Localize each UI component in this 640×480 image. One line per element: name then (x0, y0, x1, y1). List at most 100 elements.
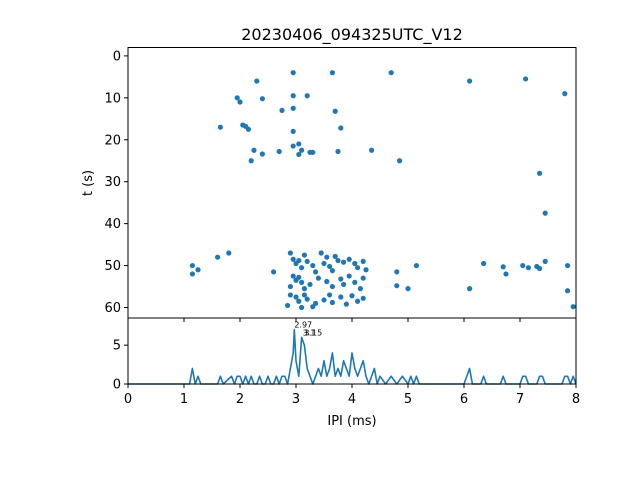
raster-point (332, 253, 338, 259)
raster-point (324, 254, 330, 260)
raster-point (523, 76, 529, 82)
raster-y-tick-label: 20 (104, 133, 121, 148)
histogram-peak-label: 3.15 (304, 328, 322, 337)
raster-y-tick-label: 0 (113, 49, 121, 64)
raster-point (296, 298, 302, 304)
histogram-line (128, 328, 577, 385)
raster-point (290, 143, 296, 149)
raster-point (259, 96, 265, 102)
raster-point (565, 288, 571, 294)
raster-point (352, 260, 358, 267)
histogram-peak-label: 3.1 (303, 328, 316, 337)
raster-point (290, 128, 296, 134)
histogram-x-tick-label: 3 (292, 392, 300, 407)
raster-point (310, 262, 316, 269)
raster-point (259, 151, 265, 157)
raster-point (327, 263, 333, 270)
raster-point (234, 95, 240, 101)
raster-point (315, 275, 321, 281)
raster-y-tick-label: 10 (104, 91, 121, 106)
raster-point (338, 276, 344, 282)
raster-point (405, 286, 411, 292)
histogram-x-tick-label: 4 (348, 392, 356, 407)
raster-panel: 0 10 20 30 40 50 60 t (s) (81, 47, 577, 322)
raster-point (245, 126, 251, 132)
raster-point (562, 91, 568, 97)
raster-point (189, 262, 195, 269)
raster-point (341, 259, 347, 265)
raster-point (296, 274, 302, 280)
raster-point (310, 304, 316, 310)
histogram-y-tick-label: 0 (113, 378, 121, 393)
raster-point (254, 78, 260, 84)
raster-point (321, 297, 327, 303)
histogram-peak-labels: 2.973.153.1 (294, 321, 322, 338)
raster-point (301, 252, 307, 258)
raster-point (321, 260, 327, 267)
raster-point (301, 292, 307, 298)
raster-point (360, 258, 366, 264)
raster-point (299, 304, 305, 311)
raster-points (189, 70, 576, 311)
raster-point (215, 254, 221, 260)
raster-point (363, 267, 369, 273)
raster-point (369, 147, 375, 153)
raster-point (542, 258, 548, 264)
raster-point (413, 262, 419, 269)
raster-point (287, 250, 293, 256)
chart-title: 20230406_094325UTC_V12 (241, 25, 463, 45)
raster-point (388, 70, 394, 76)
histogram-y-axis-ticks: 05 (113, 339, 128, 393)
raster-point (217, 124, 223, 130)
raster-point (338, 125, 344, 131)
raster-point (293, 260, 299, 267)
raster-point (338, 294, 344, 300)
raster-y-tick-label: 30 (104, 175, 121, 190)
raster-point (500, 264, 506, 270)
histogram-peak-label: 2.97 (294, 321, 312, 330)
raster-point (355, 298, 361, 304)
raster-point (279, 107, 285, 114)
raster-point (329, 268, 335, 274)
raster-point (349, 293, 355, 299)
raster-y-axis-ticks: 0 10 20 30 40 50 60 (104, 49, 128, 316)
raster-point (329, 299, 335, 306)
raster-point (290, 273, 296, 279)
histogram-x-axis-ticks: 0 1 2 3 4 5 6 7 8 (124, 384, 580, 407)
raster-point (324, 278, 330, 285)
raster-point (304, 93, 310, 99)
raster-point (318, 250, 324, 256)
raster-point (537, 170, 543, 176)
raster-point (525, 265, 532, 271)
raster-y-axis-label: t (s) (81, 170, 96, 196)
histogram-x-tick-label: 5 (404, 392, 412, 407)
raster-point (313, 269, 319, 275)
raster-point (542, 210, 548, 216)
raster-point (299, 147, 305, 153)
raster-point (189, 271, 195, 277)
raster-point (565, 262, 571, 269)
raster-point (343, 301, 349, 307)
histogram-plot-frame (127, 317, 577, 385)
raster-point (290, 105, 296, 111)
raster-point (310, 149, 316, 155)
raster-point (503, 271, 509, 277)
raster-point (290, 256, 296, 262)
raster-point (271, 269, 277, 275)
raster-point (355, 265, 361, 271)
raster-point (276, 148, 282, 155)
raster-point (570, 304, 576, 310)
raster-point (195, 267, 201, 273)
raster-point (329, 283, 335, 290)
raster-point (293, 294, 299, 300)
raster-point (248, 158, 254, 164)
raster-point (335, 257, 341, 264)
raster-y-tick-label: 50 (104, 259, 121, 274)
histogram-x-tick-label: 0 (124, 392, 132, 407)
raster-point (481, 260, 487, 267)
raster-point (287, 292, 293, 298)
raster-point (394, 283, 400, 289)
